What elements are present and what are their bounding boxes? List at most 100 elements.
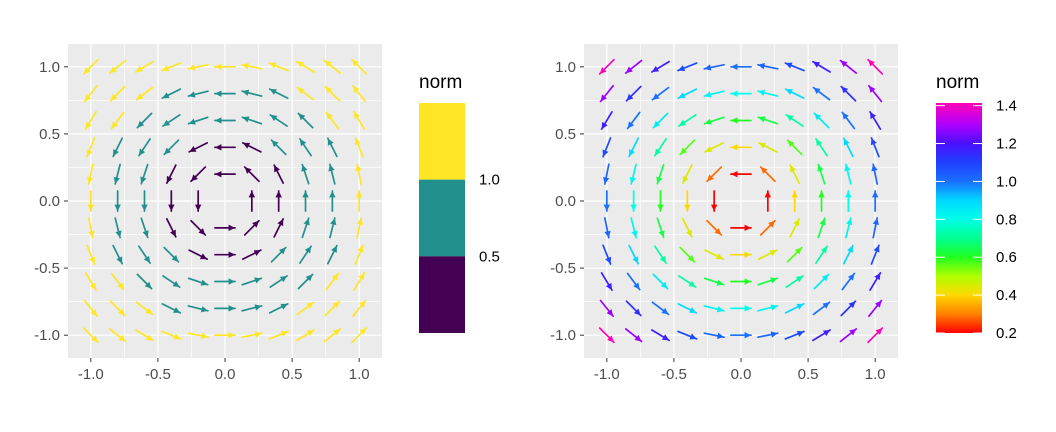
arrow-head xyxy=(83,67,91,74)
quiver-arrow xyxy=(786,139,803,156)
arrow-head xyxy=(279,275,288,283)
quiver-arrow xyxy=(815,245,828,264)
quiver-arrow xyxy=(269,275,288,288)
arrow-head xyxy=(791,190,798,198)
quiver-arrow xyxy=(677,88,698,100)
arrow-head xyxy=(303,218,310,226)
arrow-head xyxy=(841,86,849,94)
quiver-arrow xyxy=(757,249,778,261)
quiver-arrow xyxy=(869,272,882,291)
arrow-head xyxy=(354,137,361,146)
arrow-head xyxy=(332,301,340,309)
arrow-head xyxy=(744,331,752,339)
arrow-head xyxy=(298,113,306,121)
quiver-arrow xyxy=(268,302,289,314)
quiver-arrow xyxy=(214,224,236,232)
arrow-head xyxy=(113,176,120,184)
x-tick-label: 1.0 xyxy=(865,366,886,383)
quiver-arrow xyxy=(730,224,752,232)
arrow-head xyxy=(757,62,765,70)
legend-label: 0.2 xyxy=(996,325,1017,342)
quiver-arrow xyxy=(248,190,256,212)
arrow-head xyxy=(871,190,879,198)
arrow-head xyxy=(253,250,261,256)
quiver-arrow xyxy=(757,331,779,339)
quiver-arrow xyxy=(651,60,670,73)
quiver-arrow xyxy=(87,190,95,212)
arrow-head xyxy=(654,148,662,156)
quiver-arrow xyxy=(82,327,99,344)
arrow-head xyxy=(301,164,308,172)
arrow-head xyxy=(171,254,179,262)
quiver-arrow xyxy=(757,89,779,97)
quiver-arrow xyxy=(757,62,779,70)
quiver-arrow xyxy=(870,244,880,265)
quiver-arrow xyxy=(786,246,803,263)
quiver-arrow xyxy=(214,117,236,124)
arrow-head xyxy=(254,331,262,338)
arrow-head xyxy=(686,229,692,237)
arrow-head xyxy=(705,146,713,152)
arrow-head xyxy=(730,63,738,71)
arrow-head xyxy=(677,65,686,72)
arrow-head xyxy=(280,303,288,310)
quiver-arrow xyxy=(703,63,725,71)
arrow-head xyxy=(357,245,364,253)
quiver-arrow xyxy=(87,217,95,239)
quiver-arrow xyxy=(842,137,854,158)
quiver-arrow xyxy=(789,217,801,238)
x-tick-label: 0.5 xyxy=(798,366,819,383)
arrow-head xyxy=(874,300,882,308)
arrow-head xyxy=(814,113,822,121)
arrow-head xyxy=(660,281,668,289)
arrow-head xyxy=(172,280,180,288)
quiver-arrow xyxy=(297,273,314,290)
quiver-arrow xyxy=(188,249,209,261)
arrow-head xyxy=(716,306,724,313)
arrow-head xyxy=(162,119,171,127)
quiver-arrow xyxy=(870,137,880,158)
quiver-arrow xyxy=(677,302,698,314)
quiver-arrow xyxy=(652,273,669,290)
arrow-head xyxy=(327,138,334,146)
quiver-arrow xyxy=(759,219,776,236)
quiver-arrow xyxy=(730,117,752,124)
arrow-head xyxy=(228,224,236,232)
quiver-arrow xyxy=(840,85,857,102)
arrow-head xyxy=(875,328,883,335)
quiver-arrow xyxy=(784,330,805,340)
arrow-head xyxy=(173,307,181,313)
left-legend: norm 1.0 0.5 xyxy=(419,72,500,333)
quiver-arrow xyxy=(273,164,285,185)
legend-colorbar xyxy=(936,103,982,333)
quiver-arrow xyxy=(651,301,670,316)
quiver-arrow xyxy=(598,58,615,75)
arrow-head xyxy=(730,144,738,151)
quiver-arrow xyxy=(163,139,180,156)
quiver-arrow xyxy=(302,190,309,212)
quiver-arrow xyxy=(812,86,831,101)
arrow-head xyxy=(653,120,661,128)
quiver-arrow xyxy=(187,63,209,71)
arrow-head xyxy=(846,218,853,226)
arrow-head xyxy=(678,92,686,99)
arrow-head xyxy=(657,204,664,212)
quiver-arrow xyxy=(243,166,260,183)
quiver-arrow xyxy=(86,244,96,265)
quiver-arrow xyxy=(163,246,180,263)
quiver-arrow xyxy=(785,114,804,127)
quiver-arrow xyxy=(730,305,752,312)
quiver-arrow xyxy=(757,141,778,153)
quiver-arrow xyxy=(598,327,615,344)
arrow-head xyxy=(633,308,641,316)
quiver-arrow xyxy=(299,245,312,264)
quiver-arrow xyxy=(706,166,723,183)
quiver-arrow xyxy=(324,85,341,102)
arrow-head xyxy=(770,331,778,338)
quiver-arrow xyxy=(679,139,696,156)
quiver-arrow xyxy=(325,272,340,291)
arrow-head xyxy=(214,170,222,178)
quiver-arrow xyxy=(730,278,752,285)
quiver-arrow xyxy=(785,275,804,288)
quiver-arrow xyxy=(86,163,94,185)
